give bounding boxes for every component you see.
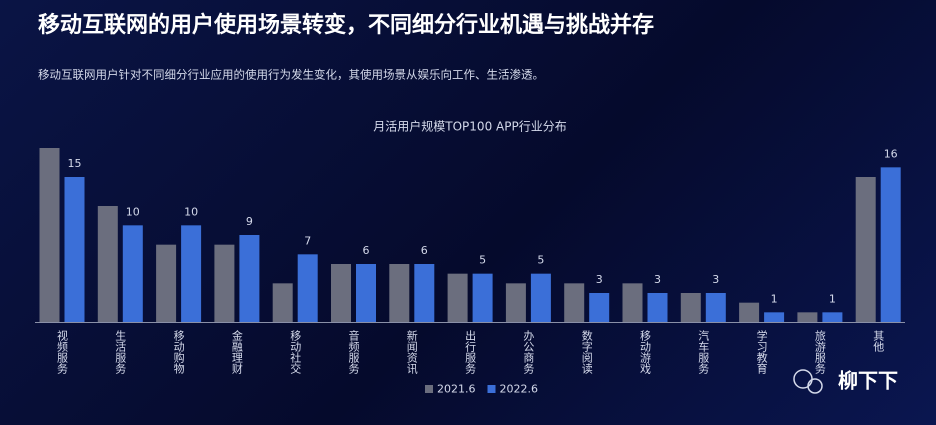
value-label: 6 (421, 244, 428, 257)
watermark-icon (807, 378, 823, 394)
value-label: 10 (184, 205, 198, 218)
bar (297, 254, 318, 322)
bar (705, 293, 726, 322)
bar (389, 264, 410, 322)
bar (739, 302, 760, 322)
bar (331, 264, 351, 322)
bar (122, 225, 143, 322)
legend-swatch (425, 385, 433, 393)
x-tick-label: 其他 (872, 330, 885, 352)
x-tick-label: 金融理财 (230, 329, 243, 375)
legend-label: 2022.6 (500, 383, 539, 396)
x-tick-label: 数字阅读 (580, 330, 593, 375)
bar (680, 293, 701, 322)
bar (97, 206, 118, 322)
value-label: 7 (304, 234, 311, 247)
x-tick-label: 音频服务 (347, 329, 360, 374)
bar (797, 312, 818, 322)
bar (447, 273, 468, 322)
bar (39, 148, 60, 322)
bar (214, 244, 235, 322)
value-label: 9 (246, 215, 253, 228)
x-tick-label: 旅游服务 (813, 329, 826, 374)
bar (414, 264, 435, 322)
bar (822, 312, 843, 322)
value-label: 10 (126, 205, 140, 218)
x-tick-label: 汽车服务 (697, 329, 710, 374)
value-label: 5 (537, 254, 544, 267)
bar (855, 177, 876, 322)
bar (472, 273, 493, 322)
bar (356, 264, 376, 322)
value-label: 1 (829, 292, 836, 305)
bar (589, 293, 610, 322)
value-label: 3 (596, 273, 603, 286)
bar (156, 244, 177, 322)
watermark-text: 柳下下 (838, 369, 898, 393)
bar (505, 283, 526, 322)
x-tick-label: 学习教育 (755, 329, 768, 375)
value-label: 16 (884, 147, 898, 160)
value-label: 5 (479, 254, 486, 267)
x-tick-label: 生活服务 (114, 329, 127, 374)
bar (880, 167, 901, 322)
bar (564, 283, 585, 322)
watermark: 柳下下 (793, 369, 898, 394)
legend-swatch (487, 385, 496, 393)
page-title: 移动互联网的用户使用场景转变，不同细分行业机遇与挑战并存 (38, 12, 654, 38)
x-tick-label: 办公商务 (522, 330, 535, 374)
value-label: 15 (68, 157, 82, 170)
bar (622, 283, 643, 322)
x-tick-label: 移动游戏 (639, 330, 652, 375)
bar (530, 273, 551, 322)
value-label: 3 (654, 273, 661, 286)
chart-title: 月活用户规模TOP100 APP行业分布 (373, 119, 566, 134)
value-label: 3 (712, 273, 719, 286)
x-tick-label: 移动购物 (172, 330, 185, 374)
bar (239, 235, 260, 322)
bar (64, 177, 85, 322)
legend-label: 2021.6 (437, 383, 476, 396)
bar (647, 293, 668, 322)
bar (181, 225, 202, 322)
x-tick-label: 新闻资讯 (405, 329, 418, 375)
x-tick-label: 视频服务 (56, 329, 69, 374)
value-label: 6 (363, 244, 370, 257)
bar (764, 312, 785, 322)
bar (272, 283, 293, 322)
x-tick-label: 出行服务 (464, 329, 477, 374)
value-label: 1 (771, 292, 778, 305)
x-tick-label: 移动社交 (289, 330, 302, 375)
watermark-icon (793, 369, 813, 389)
subtitle: 移动互联网用户针对不同细分行业应用的使用行为发生变化，其使用场景从娱乐向工作、生… (38, 68, 544, 82)
